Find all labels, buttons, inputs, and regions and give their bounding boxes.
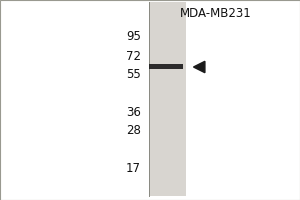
Text: 28: 28 <box>126 124 141 138</box>
Text: MDA-MB231: MDA-MB231 <box>180 7 252 20</box>
Polygon shape <box>194 61 205 73</box>
Bar <box>148 2 186 196</box>
Text: 17: 17 <box>126 162 141 176</box>
Text: 55: 55 <box>126 68 141 82</box>
Text: 36: 36 <box>126 106 141 119</box>
Text: 72: 72 <box>126 49 141 62</box>
Bar <box>148 64 183 69</box>
Text: 95: 95 <box>126 30 141 44</box>
